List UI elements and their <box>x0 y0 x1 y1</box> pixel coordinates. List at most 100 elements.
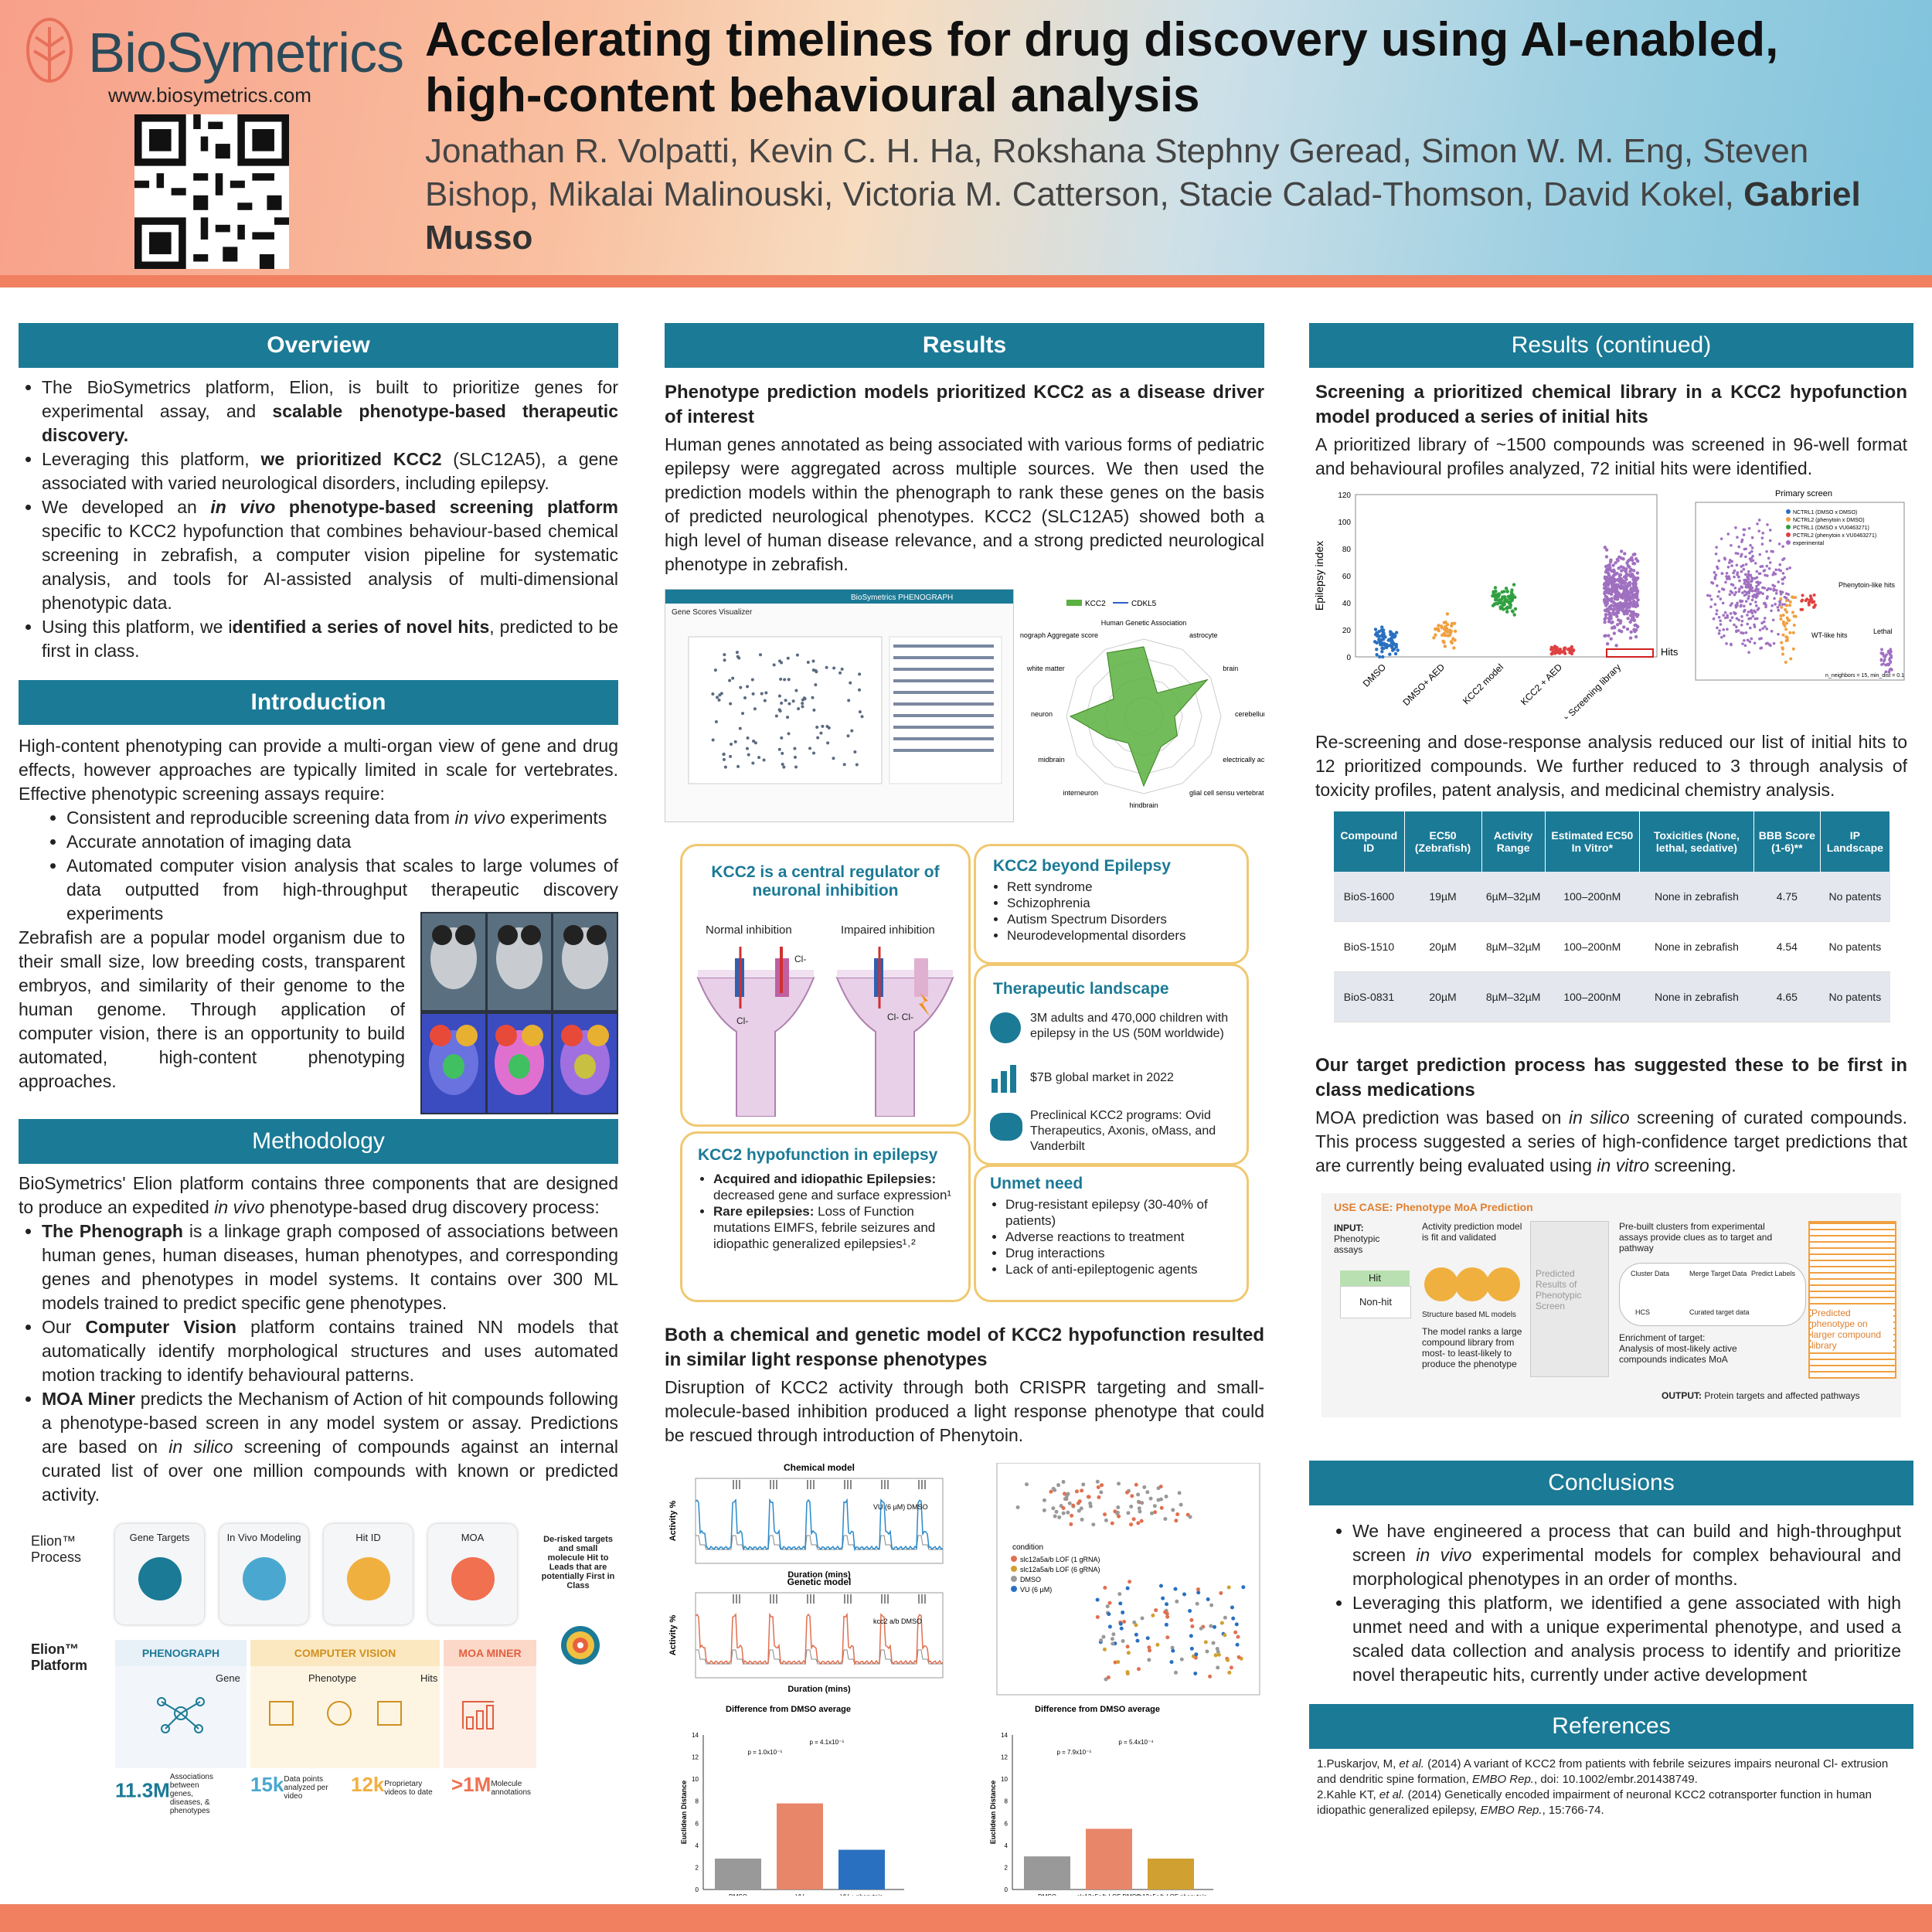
umap-point <box>1713 570 1716 574</box>
umap-point <box>1188 1515 1192 1519</box>
umap-point <box>1136 1667 1141 1672</box>
umap-point <box>1110 1521 1114 1526</box>
epilepsy-point <box>1450 641 1454 645</box>
umap-point <box>1776 606 1780 609</box>
epilepsy-point <box>1629 587 1634 590</box>
app-scatter-point <box>840 667 844 671</box>
umap-point <box>1136 1492 1141 1497</box>
umap-point <box>1715 546 1718 549</box>
umap-point <box>1754 596 1758 599</box>
app-scatter-point <box>821 724 825 728</box>
umap-point <box>1103 1586 1107 1590</box>
cluster-flow: Cluster Data Merge Target Data Predict L… <box>1619 1263 1806 1326</box>
epilepsy-point <box>1382 646 1386 651</box>
bar-ylabel: Euclidean Distance <box>989 1781 997 1845</box>
umap-point <box>1744 578 1748 582</box>
umap-point <box>1061 1480 1066 1485</box>
flow-hits: Hits <box>420 1672 438 1684</box>
app-scatter-point <box>783 678 787 682</box>
umap-point <box>1729 612 1733 615</box>
umap-point <box>1889 656 1892 660</box>
umap-point <box>1719 619 1722 623</box>
umap-point <box>1791 647 1795 651</box>
results2-s1-text: A prioritized library of ~1500 compounds… <box>1315 434 1907 478</box>
umap-point <box>1744 547 1747 551</box>
umap-point <box>1812 605 1816 609</box>
epilepsy-point <box>1610 626 1614 630</box>
epilepsy-point <box>1614 585 1618 590</box>
stimulus-mark <box>813 1480 815 1489</box>
platform-stat: 12k Proprietary videos to date <box>351 1773 447 1797</box>
epilepsy-point <box>1603 634 1607 638</box>
umap-point <box>1101 1634 1106 1639</box>
epilepsy-point <box>1626 559 1631 563</box>
trace-xlabel: Duration (mins) <box>787 1685 851 1694</box>
qr-code-icon[interactable] <box>134 114 289 269</box>
landscape-item: $7B global market in 2022 <box>1030 1071 1174 1084</box>
umap-point <box>1743 604 1746 608</box>
umap-point <box>1025 1482 1029 1487</box>
app-scatter-point <box>730 742 733 746</box>
umap-point <box>1126 1511 1131 1515</box>
epilepsy-point <box>1558 651 1562 655</box>
umap-point <box>1189 1634 1193 1638</box>
umap-point <box>1887 663 1891 666</box>
umap-point <box>1723 634 1726 638</box>
overview-bullet: The BioSymetrics platform, Elion, is bui… <box>42 376 618 447</box>
band-moa-miner: MOA MINER <box>444 1640 536 1666</box>
umap-point <box>1747 526 1751 530</box>
app-scatter-point <box>751 692 755 696</box>
app-scatter-point <box>860 715 864 719</box>
umap-point <box>1746 638 1750 642</box>
umap-point <box>1770 549 1774 553</box>
stimulus-mark <box>770 1480 771 1489</box>
umap-point <box>1148 1496 1153 1501</box>
app-scatter-point <box>801 705 804 709</box>
umap-point <box>1748 551 1751 555</box>
app-scatter-point <box>801 702 804 706</box>
moa-step6: OUTPUT: Protein targets and affected pat… <box>1662 1390 1860 1401</box>
website-link[interactable]: www.biosymetrics.com <box>108 83 311 107</box>
leaf-logo-icon <box>26 18 73 83</box>
trace-dmso <box>696 1535 943 1550</box>
bar-y-tick: 8 <box>1005 1798 1009 1805</box>
umap-point <box>1726 577 1729 580</box>
umap-point <box>1767 556 1770 560</box>
umap-point <box>1164 1622 1168 1627</box>
app-scatter-point <box>745 747 749 750</box>
app-scatter-point <box>753 707 757 711</box>
stimulus-mark <box>847 1594 849 1604</box>
umap-point <box>1111 1641 1115 1646</box>
trace-title: Chemical model <box>784 1463 855 1473</box>
umap-point <box>1749 543 1752 547</box>
epilepsy-point <box>1617 573 1622 578</box>
stimulus-mark <box>739 1594 740 1604</box>
umap-point <box>1015 1505 1020 1509</box>
umap-point <box>1743 608 1747 612</box>
umap-point <box>1785 599 1789 603</box>
results-s1-text: Human genes annotated as being associate… <box>665 434 1264 574</box>
stat-number: 11.3M <box>115 1778 170 1802</box>
epilepsy-point <box>1443 633 1447 638</box>
umap-point <box>1780 605 1784 609</box>
umap-point <box>1750 598 1754 602</box>
epilepsy-y-tick: 100 <box>1338 519 1351 527</box>
light-response-figures: Chemical model VU (6 µM) DMSO Duration (mi… <box>668 1462 1260 1913</box>
epilepsy-point <box>1443 645 1447 648</box>
umap-legend-item: PCTRL2 (phenytoin x VU0463271) <box>1793 533 1876 539</box>
epilepsy-point <box>1452 621 1457 625</box>
app-scatter-point <box>739 685 743 689</box>
epilepsy-point <box>1607 605 1612 609</box>
table-header-cell: Estimated EC50 In Vitro* <box>1545 811 1640 872</box>
umap-point <box>1753 609 1756 613</box>
moa-step2: Activity prediction model is fit and val… <box>1422 1221 1522 1243</box>
epilepsy-point <box>1495 598 1499 602</box>
umap-point <box>1161 1596 1165 1600</box>
landscape-item: 3M adults and 470,000 children with epil… <box>1030 1012 1229 1040</box>
overview-bullet: We developed an in vivo phenotype-based … <box>42 495 618 615</box>
umap-point <box>1215 1647 1219 1651</box>
umap-point <box>1747 591 1750 595</box>
bar <box>1086 1828 1132 1889</box>
umap-point <box>1744 600 1748 603</box>
epilepsy-point <box>1549 648 1553 651</box>
